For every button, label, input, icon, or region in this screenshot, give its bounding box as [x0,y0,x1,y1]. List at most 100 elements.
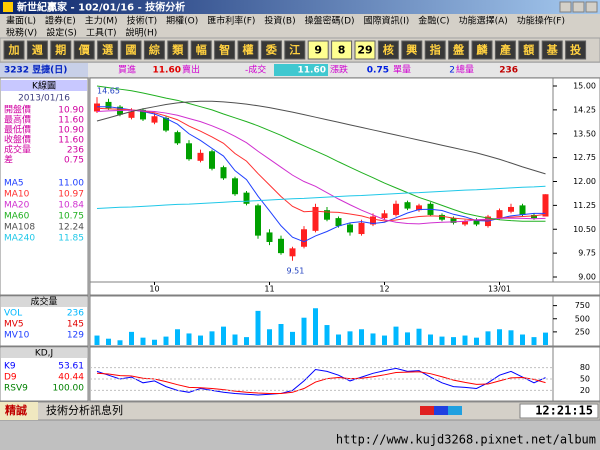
volume-bar [301,317,307,345]
ma-label: MA10 [4,190,30,200]
toolbar-button[interactable] [331,40,353,60]
status-block [448,406,462,415]
info-label: 收盤價 [4,134,31,146]
kd-axis [552,346,600,402]
change-label: 漲跌 [330,65,348,76]
toolbar-button[interactable] [518,40,540,60]
toolbar-button[interactable] [214,40,236,60]
volume-bar [359,329,364,345]
toolbar-button[interactable] [471,40,493,60]
volume-bar [382,335,387,345]
info-header: K線圖 [32,80,56,92]
toolbar-label: 期 [55,43,66,57]
menu-item[interactable]: 金融(C) [418,15,449,27]
kd-header-bg [1,348,87,358]
menu-item[interactable]: 稅務(V) [6,27,37,39]
toolbar-button[interactable] [377,40,399,60]
toolbar-button[interactable] [50,40,72,60]
volume-bar [543,332,548,345]
menu-item[interactable]: 操盤密碼(D) [305,15,355,27]
toolbar-button[interactable] [307,40,329,60]
watermark: http://www.kujd3268.pixnet.net/album [336,433,596,447]
minimize-button[interactable] [559,1,572,13]
toolbar-button[interactable] [167,40,189,60]
toolbar-button[interactable] [284,40,306,60]
candle-body [473,219,480,225]
toolbar-button[interactable] [143,40,165,60]
toolbar-button[interactable] [448,40,470,60]
ma-label: MA20 [4,201,30,211]
candle-body [128,111,135,118]
volume-bar [474,337,479,345]
toolbar-button[interactable] [494,40,516,60]
volume-bar [416,328,422,345]
symbol: 3232 昱捷(日) [4,64,67,76]
candle-body [393,203,399,215]
toolbar-button[interactable] [73,40,95,60]
menu-item[interactable]: 說明(H) [125,27,157,39]
menu-item[interactable]: 期權(O) [166,15,198,27]
toolbar-button[interactable] [354,40,376,60]
toolbar-button[interactable] [401,40,423,60]
y-tick-label: 15.00 [573,82,596,91]
candle-body [301,229,307,247]
menu-item[interactable]: 工具(T) [86,28,117,39]
info-label: 差 [4,154,13,166]
volume-legend-label: MV5 [4,320,24,330]
ma-line [96,85,546,222]
toolbar-button[interactable] [237,40,259,60]
title-bar [0,0,600,14]
volume-bar [163,336,169,345]
toolbar-label: 加 [8,43,20,57]
candle-body [381,213,388,219]
x-tick-label: 11 [264,285,274,294]
menu-item[interactable]: 國際資訊(I) [364,15,410,27]
toolbar-button[interactable] [565,40,587,60]
toolbar-label: 9 [314,44,322,57]
total-volume: 236 [499,66,518,76]
volume-bar [186,333,192,345]
bid: 11.60 [153,66,181,76]
volume-bar [175,329,180,345]
toolbar-button[interactable] [120,40,142,60]
y-tick-label: 12.00 [573,177,596,186]
y-tick-label: 13.50 [573,129,596,138]
toolbar-label: 委 [265,43,278,57]
candle-body [163,117,169,131]
toolbar-button[interactable] [190,40,212,60]
close-button[interactable] [585,1,598,13]
volume-bar [336,334,341,345]
menu-item[interactable]: 畫面(L) [6,15,36,27]
volume-legend-label: MV10 [4,331,30,341]
toolbar-label: 綜 [149,43,160,57]
ma-label: MA5 [4,179,24,189]
toolbar-button[interactable] [424,40,446,60]
toolbar-button[interactable] [97,40,119,60]
toolbar-label: 類 [171,43,184,57]
candle-body [358,222,365,235]
toolbar-button[interactable] [260,40,282,60]
menu-item[interactable]: 投資(B) [264,15,295,27]
volume-bar [370,333,376,345]
candle-body [404,202,411,209]
toolbar-label: 盤 [452,43,465,57]
y-tick-label: 500 [575,314,590,323]
menu-item[interactable]: 技術(T) [127,15,158,27]
menu-item[interactable]: 匯市利率(F) [207,15,255,27]
menu-item[interactable]: 設定(S) [46,27,77,39]
menu-item[interactable]: 功能選擇(A) [459,15,508,27]
maximize-button[interactable] [572,1,585,13]
volume-bar [462,335,468,345]
info-label: 最高價 [4,114,31,126]
info-value: 0.75 [64,156,84,166]
menu-item[interactable]: 功能操作(F) [517,15,565,27]
info-label: 最低價 [4,124,31,136]
candle-body [370,216,376,225]
toolbar-button[interactable] [26,40,48,60]
candle-body [347,224,353,233]
menu-item[interactable]: 主力(M) [85,15,118,27]
toolbar-button[interactable] [3,40,25,60]
menu-item[interactable]: 證券(E) [45,15,76,27]
price-plot [89,77,554,283]
toolbar-button[interactable] [541,40,563,60]
